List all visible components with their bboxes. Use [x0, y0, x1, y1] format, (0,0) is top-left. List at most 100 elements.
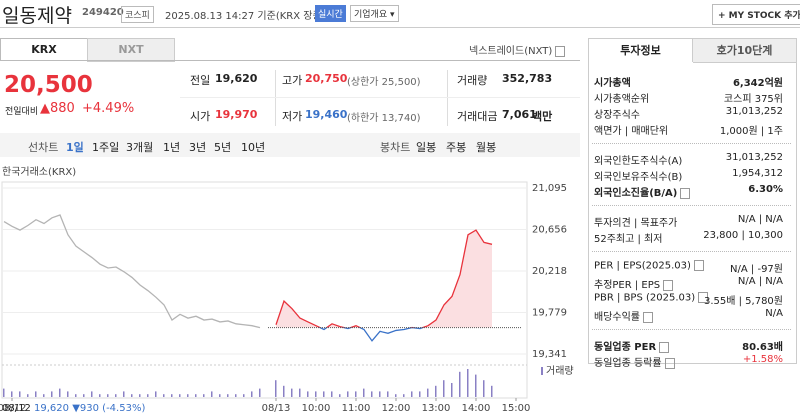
volume-bar [163, 394, 165, 397]
quote-value: 20,750 [305, 72, 348, 85]
nxt-link-text: 넥스트레이드(NXT) [469, 46, 553, 57]
volume-bar [427, 388, 429, 397]
period-tab[interactable]: 10년 [241, 141, 266, 154]
tab-invest[interactable]: 투자정보 [589, 39, 693, 62]
volume-bar [19, 391, 21, 397]
x-tick-label: 08/13 [262, 403, 291, 414]
tab-krx[interactable]: KRX [0, 38, 88, 61]
invest-value: 6.30% [748, 184, 783, 195]
x-tick-label: 11:00 [342, 403, 371, 414]
invest-value: 23,800 | 10,300 [703, 230, 783, 241]
volume-bar [411, 391, 413, 397]
my-stock-button[interactable]: + MY STOCK 추가 [712, 4, 800, 25]
volume-bar [211, 391, 213, 397]
volume-bar [115, 394, 117, 397]
tab-orderbook[interactable]: 호가10단계 [693, 39, 796, 63]
invest-label: 동일업종 등락률 [594, 354, 675, 369]
period-label: 봉차트 [380, 141, 411, 154]
chart-source: 한국거래소(KRX) [2, 166, 76, 178]
volume-bar [395, 394, 397, 397]
period-tab[interactable]: 3년 [189, 141, 207, 154]
x-tick-label: 15:00 [502, 403, 531, 414]
legend-swatch [541, 367, 543, 375]
quote-label: 거래대금 [457, 110, 498, 123]
invest-label: 액면가 | 매매단위 [594, 126, 669, 137]
invest-value: 6,342억원 [732, 78, 783, 89]
quote-value: 352,783 [502, 72, 553, 85]
period-tab[interactable]: 월봉 [476, 141, 497, 154]
divider [0, 60, 580, 61]
volume-bar [347, 391, 349, 397]
x-tick-label: 13:00 [422, 403, 451, 414]
volume-bar [171, 394, 173, 397]
volume-bar [43, 394, 45, 397]
volume-bar [387, 391, 389, 397]
invest-label: 시가총액 [594, 78, 631, 89]
invest-value: N/A | N/A [737, 214, 783, 225]
volume-bar [99, 394, 101, 397]
volume-bar [235, 394, 237, 397]
quote-label: 전일 [190, 74, 211, 87]
quote-unit: 백만 [532, 110, 553, 123]
volume-bar [275, 380, 277, 397]
market-badge: 코스피 [121, 6, 154, 23]
stock-code: 249420 [82, 7, 124, 18]
invest-label: PBR | BPS (2025.03) [594, 292, 709, 304]
invest-label: 외국인한도주식수(A) [594, 156, 683, 167]
invest-label: 52주최고 | 최저 [594, 234, 663, 245]
divider [0, 27, 800, 28]
volume-bar [475, 374, 477, 397]
period-tab[interactable]: 3개월 [126, 141, 154, 154]
timestamp: 2025.08.13 14:27 기준(KRX 장중) [165, 11, 326, 22]
period-label: 선차트 [28, 141, 59, 154]
period-tab[interactable]: 1주일 [92, 141, 120, 154]
volume-bar [243, 394, 245, 397]
invest-label: 시가총액순위 [594, 94, 650, 105]
prev-change: ▼930 [72, 403, 99, 414]
volume-bar [147, 394, 149, 397]
divider [447, 70, 448, 126]
quote-label: 저가 [282, 110, 303, 123]
stock-name: 일동제약 [2, 5, 72, 27]
volume-bar [491, 385, 493, 397]
quote-value: 19,460 [305, 108, 348, 121]
volume-bar [371, 391, 373, 397]
period-tab[interactable]: 일봉 [416, 141, 437, 154]
volume-bar [323, 391, 325, 397]
help-icon [643, 311, 653, 323]
quote-value: 19,620 [215, 72, 258, 85]
tab-nxt[interactable]: NXT [87, 38, 175, 62]
invest-value: N/A | -97원 [730, 264, 783, 275]
line [3, 214, 261, 329]
company-info[interactable]: 기업개요 ▾ [350, 5, 399, 22]
volume-bar [11, 391, 13, 397]
period-tab[interactable]: 주봉 [446, 141, 467, 154]
invest-value: +1.58% [742, 354, 783, 365]
invest-value: N/A | N/A [737, 276, 783, 287]
chart: 한국거래소(KRX) 21,095 20,656 20,218 19,779 19,34… [0, 166, 574, 414]
volume-bar [331, 391, 333, 397]
y-tick-label: 20,656 [532, 225, 567, 236]
volume-bar [91, 391, 93, 397]
period-tab[interactable]: 5년 [214, 141, 232, 154]
current-price: 20,500 [4, 72, 93, 98]
x-tick-label: 14:00 [462, 403, 491, 414]
volume-bar [419, 391, 421, 397]
invest-value: 코스피 375위 [723, 94, 783, 105]
invest-label: 투자의견 | 목표주가 [594, 218, 678, 229]
invest-label: PER | EPS(2025.03) [594, 260, 704, 272]
volume-bar [187, 394, 189, 397]
volume-bar [483, 380, 485, 397]
nxt-link[interactable]: 넥스트레이드(NXT) [469, 42, 566, 57]
volume-bar [283, 385, 285, 397]
quote-note: (하한가 13,740) [347, 113, 421, 124]
volume-bar [291, 388, 293, 397]
period-tab[interactable]: 1년 [163, 141, 181, 154]
divider [275, 70, 276, 126]
period-tab[interactable]: 1일 [66, 141, 84, 154]
volume-bar [251, 391, 253, 397]
volume-bar [195, 394, 197, 397]
